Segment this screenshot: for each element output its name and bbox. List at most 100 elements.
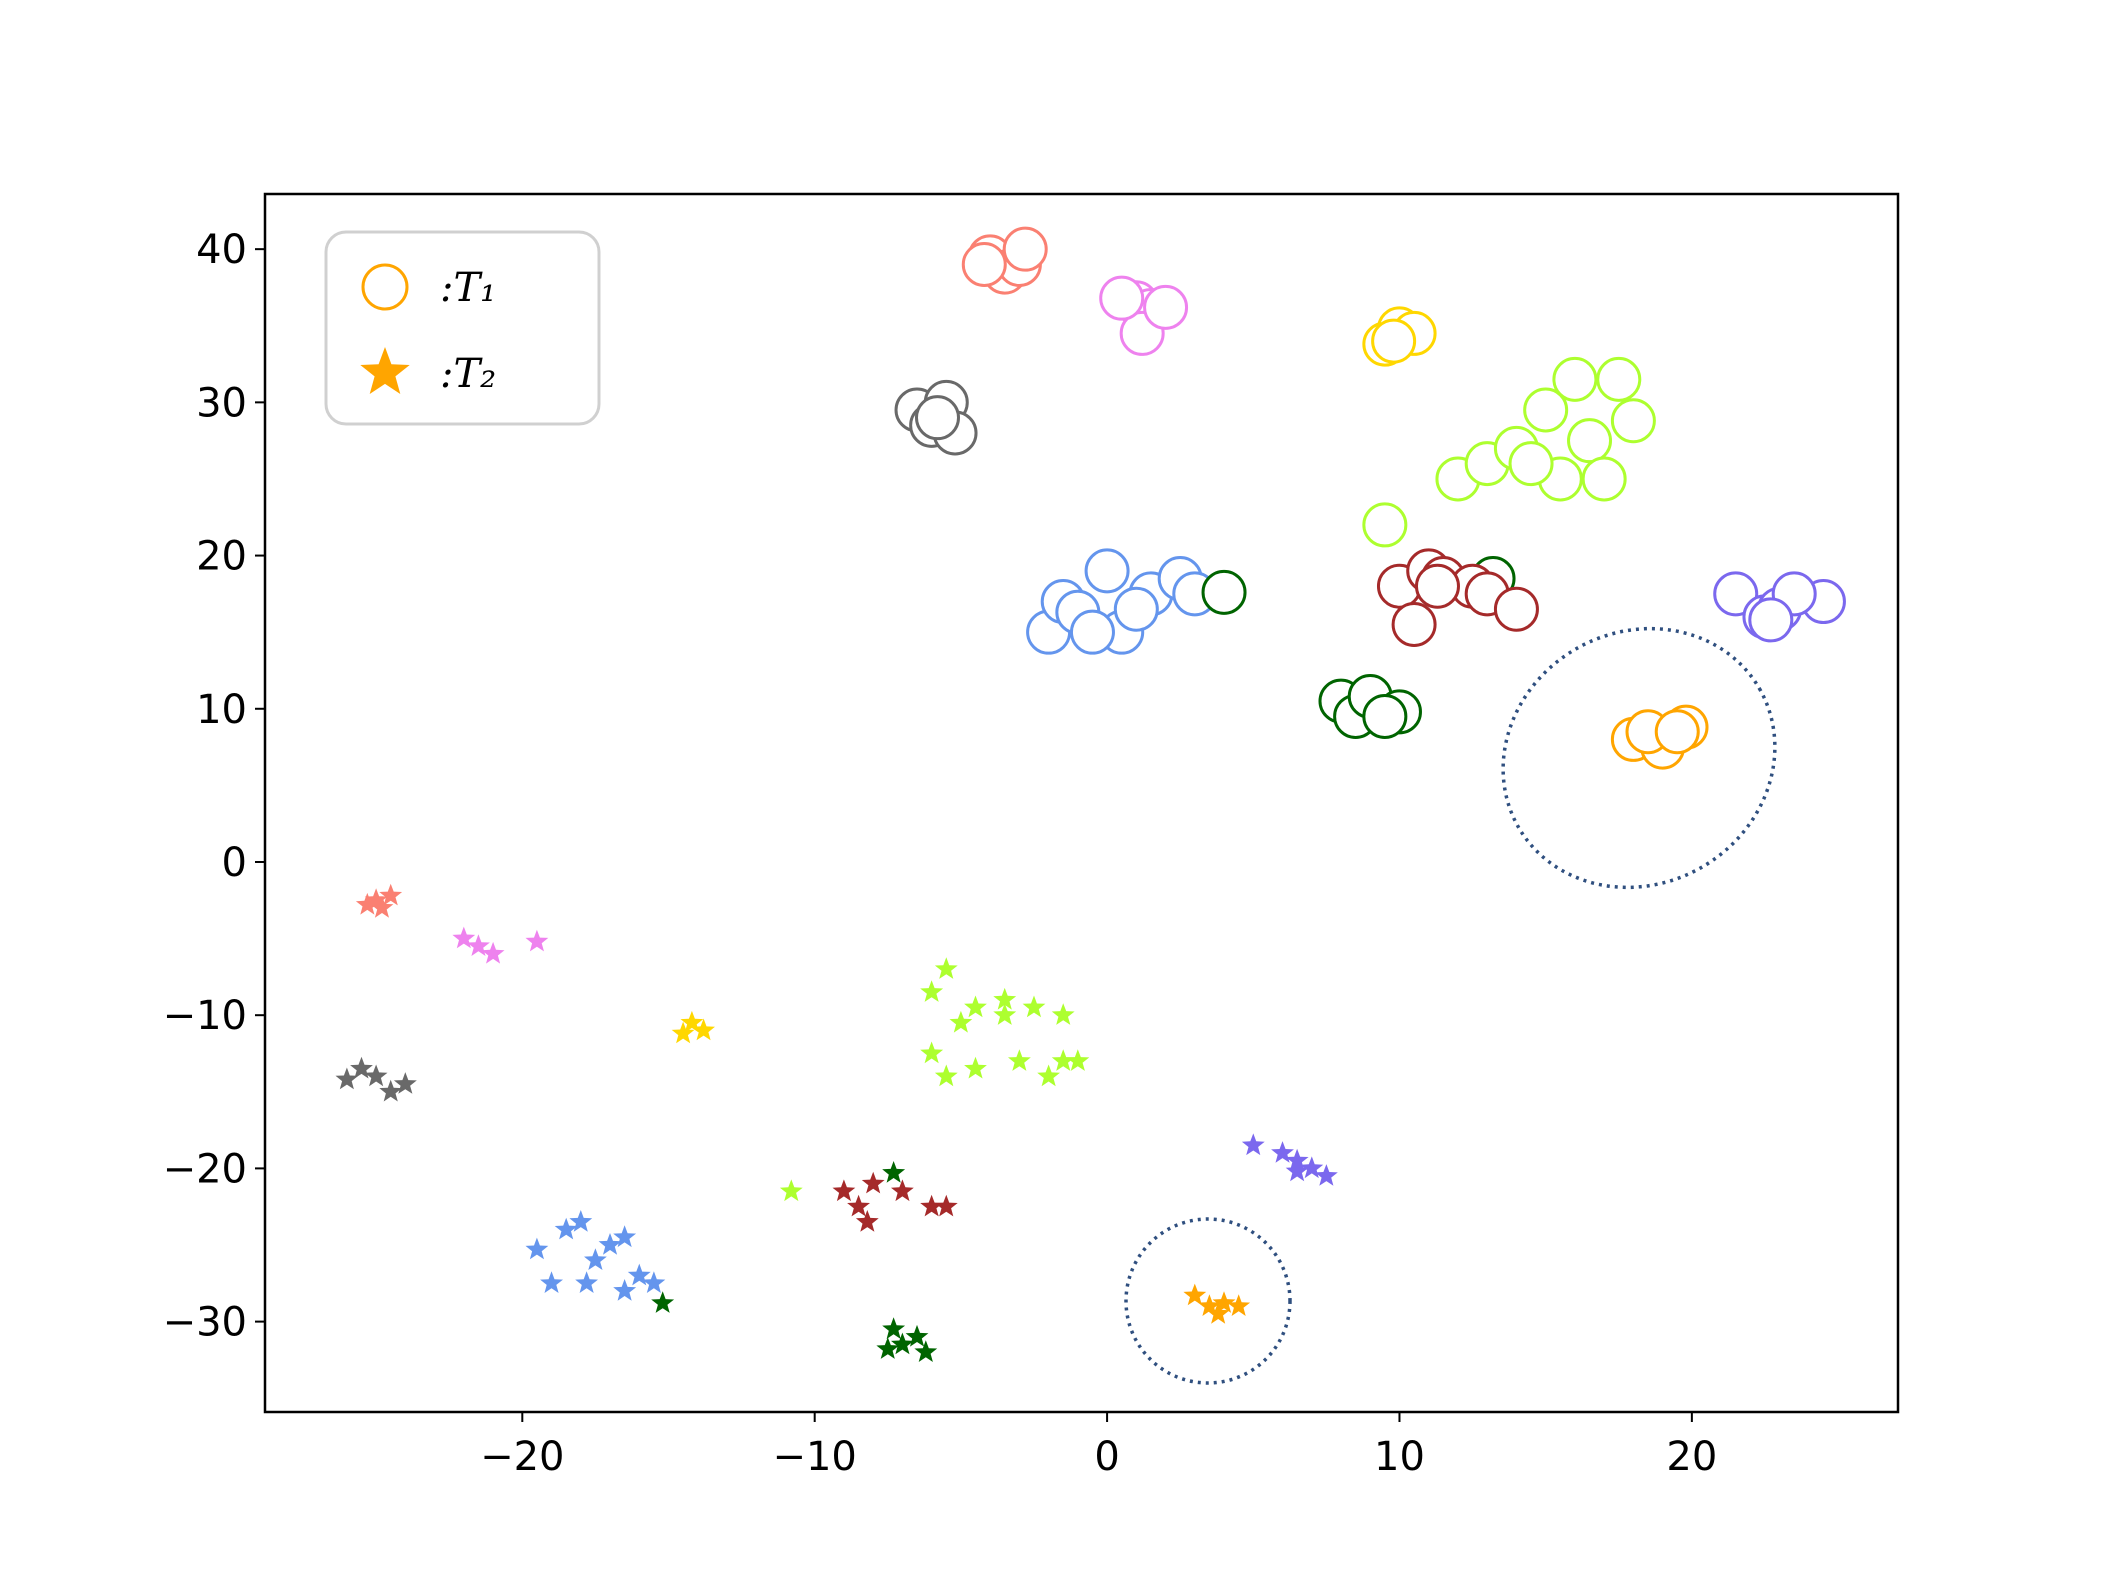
point [1552, 356, 1598, 402]
point [1022, 995, 1046, 1018]
point [598, 1233, 622, 1255]
point [1713, 571, 1759, 617]
point [1002, 226, 1048, 272]
point [350, 1056, 373, 1079]
point [993, 1003, 1017, 1025]
y-tick-label: 0 [222, 840, 247, 886]
point [379, 1079, 403, 1102]
point [934, 957, 958, 979]
point [1371, 318, 1417, 364]
point [1143, 284, 1189, 330]
highlight-ellipse [1501, 626, 1777, 890]
point [993, 987, 1017, 1010]
point [891, 1179, 914, 1202]
plot-area [335, 226, 1846, 1362]
point [1285, 1159, 1309, 1182]
point [554, 1217, 578, 1240]
point [1315, 1164, 1338, 1186]
point [1113, 586, 1159, 632]
point [1271, 1141, 1294, 1163]
highlight-circle [1124, 1217, 1292, 1385]
point [1212, 1291, 1236, 1313]
point [1362, 502, 1408, 548]
point [1198, 1294, 1221, 1316]
y-tick-label: 20 [196, 534, 247, 580]
point [1523, 387, 1569, 433]
point [569, 1210, 593, 1232]
point [613, 1279, 637, 1301]
point [467, 934, 490, 956]
point [876, 1337, 900, 1359]
point [1227, 1294, 1251, 1316]
legend-marker [360, 347, 410, 394]
point [861, 1171, 885, 1194]
point [525, 929, 549, 952]
point [1051, 1049, 1075, 1071]
point [1037, 1064, 1060, 1087]
point [379, 883, 403, 906]
point [642, 1271, 666, 1293]
point [627, 1263, 651, 1286]
y-tick-label: −10 [163, 993, 247, 1039]
point [1391, 602, 1437, 648]
point [355, 892, 379, 915]
point [891, 1332, 914, 1355]
point [1567, 418, 1613, 464]
x-tick-label: 0 [1094, 1434, 1119, 1480]
point [914, 1340, 938, 1362]
point [651, 1291, 675, 1313]
point [671, 1021, 695, 1044]
y-tick-label: 10 [196, 687, 247, 733]
point [370, 895, 394, 918]
plot-frame [263, 192, 1900, 1414]
point [1748, 597, 1794, 643]
point [1084, 548, 1130, 594]
x-tick-label: 10 [1374, 1434, 1425, 1480]
point [525, 1237, 549, 1260]
point [575, 1271, 598, 1293]
legend-label: :T₂ [440, 351, 496, 397]
point [1610, 398, 1656, 444]
point [1596, 356, 1642, 402]
point [882, 1317, 906, 1339]
point [364, 1064, 388, 1087]
point [1183, 1283, 1207, 1306]
point [540, 1271, 563, 1293]
point [964, 995, 987, 1018]
point [364, 888, 388, 910]
point [1206, 1301, 1230, 1324]
point [452, 926, 476, 949]
x-tick-label: −20 [480, 1434, 564, 1480]
point [961, 241, 1007, 287]
point [584, 1248, 607, 1270]
point [1654, 709, 1700, 755]
point [920, 1194, 944, 1217]
point [1051, 1003, 1075, 1025]
y-tick-label: 30 [196, 380, 247, 426]
point [779, 1179, 803, 1202]
point [1201, 569, 1247, 615]
point [1414, 563, 1460, 609]
y-tick-label: 40 [196, 227, 247, 273]
point [1066, 1049, 1090, 1071]
legend-marker [361, 263, 409, 311]
point [934, 1194, 958, 1217]
point [481, 941, 505, 964]
point [832, 1179, 856, 1202]
point [1493, 586, 1539, 632]
point [1300, 1156, 1324, 1179]
point [920, 1041, 944, 1064]
point [1362, 693, 1408, 739]
point [847, 1194, 870, 1217]
point [964, 1056, 987, 1079]
point [1099, 275, 1145, 321]
point [680, 1010, 704, 1033]
y-tick-label: −20 [163, 1146, 247, 1192]
x-tick-label: −10 [772, 1434, 856, 1480]
point [914, 395, 960, 441]
x-tick-label: 20 [1666, 1434, 1717, 1480]
point [949, 1010, 973, 1033]
